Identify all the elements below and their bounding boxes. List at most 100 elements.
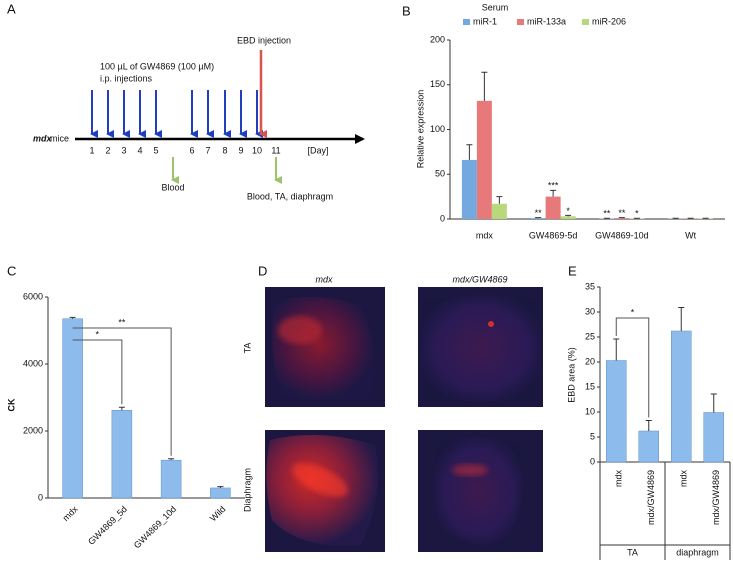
y-tick-label: 0: [38, 492, 43, 502]
y-axis-label: CK: [6, 398, 16, 411]
bar: [62, 318, 83, 499]
row-label: TA: [242, 343, 252, 354]
y-tick-label: 30: [585, 306, 595, 316]
group-label: TA: [627, 547, 638, 557]
tissue: [421, 295, 541, 402]
bar: [160, 459, 182, 499]
error-bar: [645, 420, 652, 431]
day-label: 8: [222, 145, 227, 155]
error-bar: [118, 406, 125, 411]
stain: [488, 321, 494, 327]
significance: **: [118, 317, 126, 327]
error-bar: [69, 316, 76, 319]
strain-suffix: mice: [50, 133, 69, 143]
day-label: 9: [238, 145, 243, 155]
legend-swatch: [582, 19, 589, 25]
significance: *: [95, 329, 99, 339]
column-label: mdx/GW4869: [452, 274, 507, 284]
significance-bracket: [72, 327, 172, 456]
treatment-route: i.p. injections: [100, 73, 153, 83]
panel-label: C: [7, 263, 16, 278]
significance: **: [618, 208, 626, 218]
y-tick-label: 25: [585, 331, 595, 341]
day-label: 3: [121, 145, 126, 155]
error-bar: [168, 458, 175, 461]
significance-bracket: [72, 339, 123, 405]
panel-label: B: [402, 3, 411, 18]
stain: [292, 463, 348, 497]
y-tick-label: 200: [430, 34, 445, 44]
day-label: 7: [205, 145, 210, 155]
chart-title: Serum: [482, 2, 509, 12]
day-label: 11: [271, 145, 280, 155]
x-tick-label: GW4869-5d: [529, 230, 578, 240]
sampling-label: Blood, TA, diaphragm: [247, 191, 333, 201]
stain: [278, 316, 322, 344]
y-tick-label: 5: [590, 431, 595, 441]
significance-bracket: [615, 317, 650, 418]
day-unit: [Day]: [307, 145, 328, 155]
bar: [491, 203, 507, 219]
y-tick-label: 2000: [23, 425, 43, 435]
error-bar: [496, 196, 503, 204]
y-tick-label: 100: [430, 124, 445, 134]
bar: [606, 360, 627, 463]
y-tick-label: 6000: [23, 291, 43, 301]
bar: [560, 216, 576, 219]
bar: [210, 487, 231, 499]
significance: **: [603, 209, 611, 219]
significance: ***: [548, 181, 559, 191]
bar: [461, 159, 477, 219]
legend-label: miR-1: [473, 16, 497, 26]
day-label: 4: [137, 145, 142, 155]
panel-label: D: [258, 263, 267, 278]
y-tick-label: 50: [435, 169, 445, 179]
tissue: [434, 436, 523, 546]
x-tick-label: GW4869-10d: [595, 230, 649, 240]
error-bar: [678, 307, 685, 331]
x-tick-label: mdx/GW4869: [646, 470, 656, 525]
day-label: 2: [105, 145, 110, 155]
legend-label: miR-133a: [527, 16, 566, 26]
bar: [530, 218, 546, 219]
significance: *: [566, 206, 570, 216]
bar: [545, 196, 561, 219]
y-tick-label: 35: [585, 281, 595, 291]
y-tick-label: 150: [430, 79, 445, 89]
legend-label: miR-206: [592, 16, 626, 26]
significance: *: [631, 307, 635, 317]
day-label: 6: [189, 145, 194, 155]
y-axis-label: Relative expression: [415, 90, 425, 169]
bar: [614, 218, 630, 219]
day-label: 5: [153, 145, 158, 155]
y-tick-label: 4000: [23, 358, 43, 368]
bar: [638, 430, 659, 463]
x-tick-label: mdx/GW4869: [711, 470, 721, 525]
treatment-label: 100 µL of GW4869 (100 µM): [100, 61, 214, 71]
ebd-label: EBD injection: [237, 35, 291, 45]
significance: *: [635, 209, 639, 219]
sampling-label: Blood: [161, 182, 184, 192]
y-tick-label: 0: [590, 456, 595, 466]
micrographs: [265, 287, 543, 552]
x-tick-label: mdx: [476, 230, 494, 240]
y-axis-label: EBD area (%): [566, 347, 576, 403]
error-bar: [710, 393, 717, 413]
x-tick-label: GW4869_5d: [86, 504, 129, 547]
significance: **: [535, 208, 543, 218]
legend-swatch: [517, 19, 524, 25]
bar: [703, 412, 724, 463]
x-tick-label: Wt: [685, 230, 696, 240]
y-tick-label: 10: [585, 406, 595, 416]
tissue: [272, 296, 376, 401]
stain: [452, 464, 488, 476]
day-label: 10: [252, 145, 262, 155]
day-label: 1: [89, 145, 94, 155]
row-label: Diaphragm: [242, 468, 252, 512]
group-label: diaphragm: [676, 547, 719, 557]
strain-label: mdx: [33, 133, 53, 143]
error-bar: [466, 144, 473, 160]
bar: [671, 330, 692, 463]
legend-swatch: [463, 19, 470, 25]
